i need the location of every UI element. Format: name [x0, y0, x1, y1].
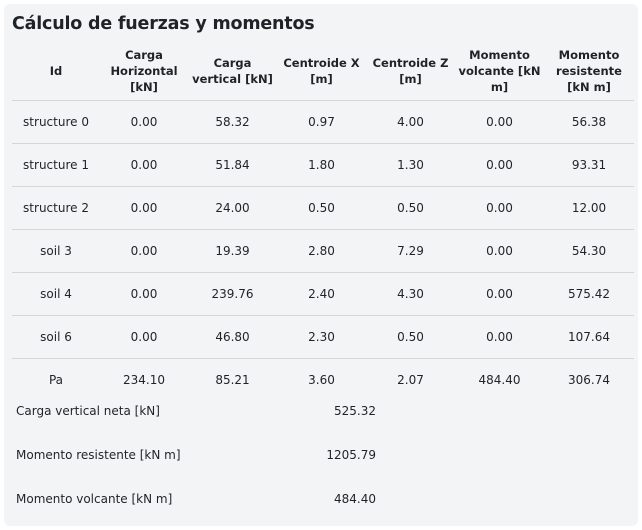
cell-centroid-z: 2.07 — [397, 373, 424, 387]
header-vertical-load: Carga vertical [kN] — [188, 42, 277, 101]
cell-centroid-x: 2.80 — [277, 229, 366, 273]
cell-id: structure 1 — [12, 143, 100, 187]
cell-id: Pa — [48, 373, 64, 387]
cell-centroid-z: 0.50 — [366, 186, 455, 230]
summary-overturning-moment: Momento volcante [kN m] 484.40 — [16, 478, 376, 522]
cell-vertical-load: 24.00 — [188, 186, 277, 230]
cell-centroid-x: 0.50 — [277, 186, 366, 230]
table-row: structure 0 0.00 58.32 0.97 4.00 0.00 56… — [12, 100, 634, 144]
cell-horizontal-load: 0.00 — [100, 100, 188, 144]
cell-centroid-x: 2.30 — [277, 315, 366, 359]
table-row: structure 2 0.00 24.00 0.50 0.50 0.00 12… — [12, 186, 634, 230]
table-row: structure 1 0.00 51.84 1.80 1.30 0.00 93… — [12, 143, 634, 187]
summary-label: Momento volcante [kN m] — [16, 492, 173, 506]
panel-title: Cálculo de fuerzas y momentos — [12, 14, 315, 34]
summary-value: 525.32 — [334, 404, 376, 418]
cell-centroid-x: 0.97 — [277, 100, 366, 144]
summary-value: 484.40 — [334, 492, 376, 506]
cell-centroid-z: 4.30 — [366, 272, 455, 316]
cell-centroid-x: 2.40 — [277, 272, 366, 316]
cell-vertical-load: 58.32 — [188, 100, 277, 144]
cell-vertical-load: 239.76 — [188, 272, 277, 316]
summary-section: Carga vertical neta [kN] 525.32 Momento … — [16, 390, 376, 522]
header-overturning-moment: Momento volcante [kN m] — [455, 42, 544, 101]
cell-id: soil 4 — [12, 272, 100, 316]
summary-resisting-moment: Momento resistente [kN m] 1205.79 — [16, 434, 376, 478]
header-resisting-moment: Momento resistente [kN m] — [544, 42, 634, 101]
summary-net-vertical-load: Carga vertical neta [kN] 525.32 — [16, 390, 376, 434]
cell-id: soil 6 — [12, 315, 100, 359]
cell-horizontal-load: 0.00 — [100, 272, 188, 316]
table-row: soil 6 0.00 46.80 2.30 0.50 0.00 107.64 — [12, 315, 634, 359]
cell-centroid-z: 4.00 — [366, 100, 455, 144]
cell-resisting-moment: 12.00 — [544, 186, 634, 230]
cell-overturning-moment: 0.00 — [455, 100, 544, 144]
cell-vertical-load: 19.39 — [188, 229, 277, 273]
cell-resisting-moment: 93.31 — [544, 143, 634, 187]
cell-overturning-moment: 0.00 — [455, 315, 544, 359]
header-horizontal-load: Carga Horizontal [kN] — [100, 42, 188, 101]
cell-horizontal-load: 0.00 — [100, 143, 188, 187]
table-row: soil 4 0.00 239.76 2.40 4.30 0.00 575.42 — [12, 272, 634, 316]
cell-overturning-moment: 0.00 — [455, 229, 544, 273]
forces-table: Id Carga Horizontal [kN] Carga vertical … — [12, 42, 634, 401]
table-row: soil 3 0.00 19.39 2.80 7.29 0.00 54.30 — [12, 229, 634, 273]
summary-label: Momento resistente [kN m] — [16, 448, 181, 462]
cell-horizontal-load: 234.10 — [123, 373, 165, 387]
cell-centroid-z: 7.29 — [366, 229, 455, 273]
cell-id: structure 2 — [12, 186, 100, 230]
cell-vertical-load: 46.80 — [188, 315, 277, 359]
cell-overturning-moment: 0.00 — [455, 186, 544, 230]
header-centroid-x: Centroide X [m] — [277, 42, 366, 101]
cell-centroid-z: 1.30 — [366, 143, 455, 187]
cell-overturning-moment: 484.40 — [478, 373, 521, 387]
cell-resisting-moment: 54.30 — [544, 229, 634, 273]
cell-vertical-load: 85.21 — [215, 373, 250, 387]
summary-value: 1205.79 — [326, 448, 376, 462]
forces-panel: Cálculo de fuerzas y momentos Id Carga H… — [4, 4, 638, 526]
cell-centroid-z: 0.50 — [366, 315, 455, 359]
table-header-row: Id Carga Horizontal [kN] Carga vertical … — [12, 42, 634, 101]
summary-label: Carga vertical neta [kN] — [16, 404, 160, 418]
header-centroid-z: Centroide Z [m] — [366, 42, 455, 101]
cell-horizontal-load: 0.00 — [100, 229, 188, 273]
cell-horizontal-load: 0.00 — [100, 186, 188, 230]
cell-resisting-moment: 107.64 — [544, 315, 634, 359]
cell-id: structure 0 — [12, 100, 100, 144]
cell-centroid-x: 1.80 — [277, 143, 366, 187]
cell-centroid-x: 3.60 — [308, 373, 335, 387]
header-id: Id — [12, 42, 100, 101]
cell-resisting-moment: 306.74 — [568, 373, 610, 387]
cell-vertical-load: 51.84 — [188, 143, 277, 187]
table-row: Pa 234.10 85.21 3.60 2.07 484.40 306.74 — [12, 359, 634, 402]
cell-overturning-moment: 0.00 — [455, 143, 544, 187]
cell-id: soil 3 — [12, 229, 100, 273]
cell-horizontal-load: 0.00 — [100, 315, 188, 359]
cell-resisting-moment: 575.42 — [544, 272, 634, 316]
cell-overturning-moment: 0.00 — [455, 272, 544, 316]
cell-resisting-moment: 56.38 — [544, 100, 634, 144]
